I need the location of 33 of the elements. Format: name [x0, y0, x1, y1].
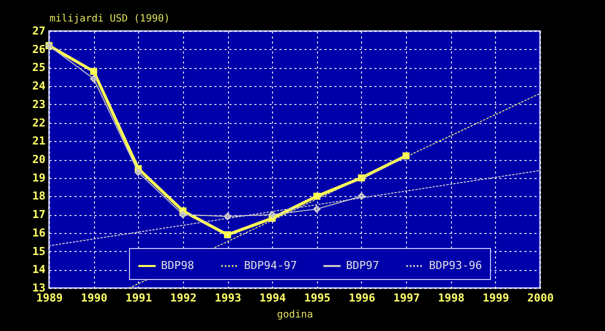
x-tick-label: 1993 — [214, 292, 242, 304]
y-tick-label: 26 — [32, 42, 46, 56]
legend-label: BDP97 — [346, 259, 380, 272]
x-tick-label: 1996 — [348, 292, 376, 304]
y-axis-title: milijardi USD (1990) — [50, 14, 170, 24]
y-tick-label: 19 — [32, 171, 46, 184]
y-tick-label: 22 — [32, 116, 46, 130]
x-tick-label: 1989 — [36, 292, 63, 304]
x-tick-label: 1994 — [259, 292, 286, 304]
x-tick-label: 1998 — [438, 292, 464, 304]
y-tick-label: 25 — [32, 61, 46, 74]
y-tick-label: 13 — [32, 282, 46, 294]
legend-label: BDP98 — [161, 259, 194, 272]
y-tick-label: 27 — [32, 24, 46, 38]
y-tick-label: 17 — [32, 208, 46, 222]
y-tick-label: 23 — [32, 98, 46, 111]
x-tick-label: 2000 — [527, 292, 554, 304]
y-tick-label: 15 — [32, 244, 46, 258]
y-tick-label: 24 — [32, 80, 46, 93]
y-tick-label: 21 — [32, 134, 46, 148]
x-tick-label: 1997 — [393, 292, 420, 304]
x-tick-label: 1991 — [126, 292, 152, 304]
y-tick-label: 14 — [32, 263, 46, 276]
x-tick-label: 1992 — [170, 292, 197, 304]
y-tick-label: 18 — [32, 190, 46, 203]
y-tick-label: 16 — [32, 226, 46, 240]
x-tick-label: 1995 — [304, 292, 331, 304]
x-tick-label: 1999 — [482, 292, 510, 304]
legend-label: BDP93-96 — [429, 259, 482, 272]
legend-label: BDP94-97 — [244, 259, 297, 272]
x-axis-title: godina — [276, 310, 314, 320]
y-tick-label: 20 — [32, 153, 46, 166]
x-tick-label: 1990 — [80, 292, 108, 304]
